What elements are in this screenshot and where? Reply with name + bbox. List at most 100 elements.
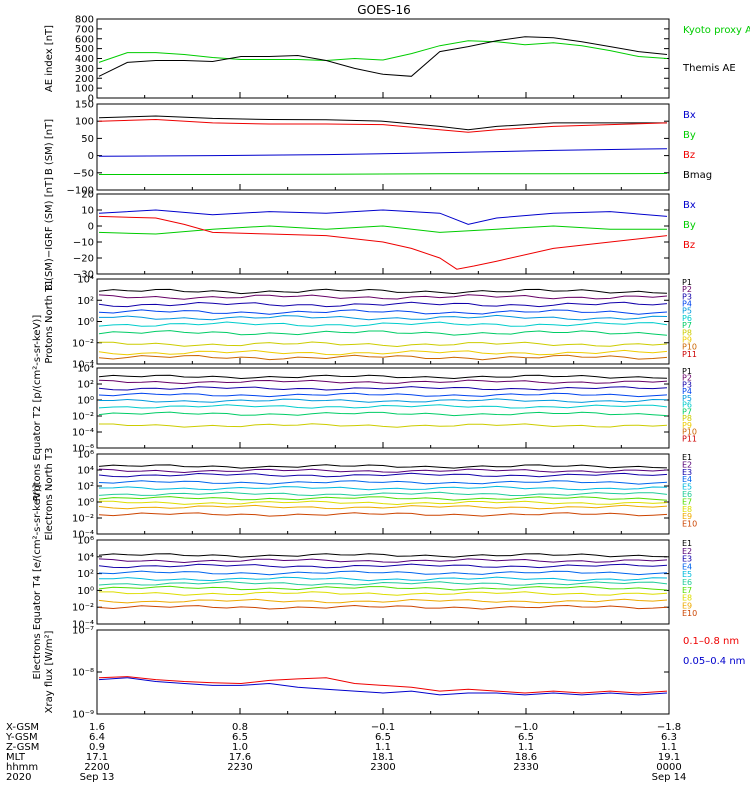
legend-entry: Kyoto proxy AE: [683, 25, 750, 36]
series-line: [98, 677, 668, 696]
y-axis-label: Protons Equator T2 [p/(cm²-s-sr-keV)]: [32, 315, 43, 502]
y-tick-label: 10⁻⁹: [72, 710, 94, 721]
y-tick-label: −30: [73, 270, 94, 281]
y-tick-label: −10: [73, 238, 94, 249]
y-tick-label: 10⁰: [77, 396, 94, 407]
y-axis-label: Xray flux [W/m²]: [44, 631, 55, 714]
legend: Bx By Bz Bmag: [683, 110, 712, 181]
channel-line: [98, 464, 668, 469]
legend-entry: E3: [682, 555, 692, 564]
legend-entry: E10: [682, 609, 697, 618]
legend-entry: E2: [682, 460, 692, 469]
y-tick-label: 10²: [77, 482, 94, 493]
legend-entry: Bx: [683, 200, 696, 211]
y-tick-label: 20: [81, 190, 94, 201]
legend-entry: P4: [682, 387, 692, 396]
legend-entry: P7: [682, 407, 692, 416]
channel-line: [98, 570, 668, 576]
y-tick-label: 700: [75, 24, 94, 35]
channel-line: [98, 500, 668, 506]
legend-entry: P3: [682, 380, 692, 389]
panel-frame: [96, 193, 670, 275]
orbit-value: −1.0: [514, 722, 538, 733]
y-tick-label: 300: [75, 64, 94, 75]
channel-line: [99, 576, 668, 582]
y-tick-label: 800: [75, 15, 94, 26]
orbit-footer: X-GSMY-GSMZ-GSMMLThhmm20201.66.40.917.12…: [5, 722, 686, 783]
channel-line: [99, 423, 668, 428]
panel-frame: [96, 18, 670, 99]
y-tick-label: 10⁰: [77, 498, 94, 509]
orbit-value: 19.1: [658, 752, 680, 763]
y-axis-label: B (SM)−IGRF (SM) [nT]: [44, 177, 55, 291]
legend-entry: P5: [682, 307, 692, 316]
legend-entry: 0.1–0.8 nm: [683, 636, 739, 647]
channel-line: [98, 288, 668, 295]
y-tick-label: 150: [75, 100, 94, 111]
orbit-value: 1.1: [661, 742, 677, 753]
y-tick-label: 10⁻²: [72, 338, 94, 349]
y-tick-label: 10: [81, 206, 94, 217]
orbit-value: 6.5: [232, 732, 248, 743]
legend-entry: P2: [682, 285, 692, 294]
y-tick-label: 10⁻⁴: [72, 428, 94, 439]
channel-line: [98, 392, 668, 398]
legend: 0.1–0.8 nm 0.05–0.4 nm: [683, 636, 745, 667]
channel-line: [98, 404, 668, 409]
legend-entry: E10: [682, 520, 697, 529]
legend-entry: P6: [682, 314, 692, 323]
legend-entry: E1: [682, 453, 692, 462]
legend-entry: E4: [682, 562, 692, 571]
y-tick-label: −20: [73, 254, 94, 265]
y-tick-label: 10⁶: [77, 450, 94, 461]
channel-line: [98, 374, 668, 380]
legend-entry: E9: [682, 601, 692, 610]
legend: Kyoto proxy AE Themis AE: [682, 25, 750, 74]
orbit-value: 1.0: [232, 742, 248, 753]
series-line: [98, 40, 668, 63]
y-tick-label: 10⁰: [77, 317, 94, 328]
orbit-value: 6.5: [518, 732, 534, 743]
y-tick-label: 10⁻⁷: [72, 626, 94, 637]
orbit-value: −0.1: [371, 722, 395, 733]
y-tick-label: −100: [67, 186, 94, 197]
y-tick-label: 10⁴: [77, 466, 94, 477]
legend-entry: P3: [682, 292, 692, 301]
y-tick-label: 10⁻²: [72, 514, 94, 525]
channel-line: [98, 468, 668, 474]
orbit-value: 2230: [227, 762, 252, 773]
y-axis-label: Electrons North T3: [44, 447, 55, 540]
y-tick-label: 0: [88, 94, 94, 105]
channel-line: [98, 349, 668, 356]
legend-entry: P5: [682, 394, 692, 403]
orbit-value: 2300: [370, 762, 395, 773]
y-tick-label: 10⁻²: [72, 412, 94, 423]
legend-entry: E3: [682, 468, 692, 477]
legend-entry: Bx: [683, 110, 696, 121]
y-tick-label: 10⁻⁴: [72, 530, 94, 541]
orbit-row-label: X-GSM: [6, 722, 39, 733]
y-tick-label: 10⁻⁴: [72, 360, 94, 371]
y-tick-label: 10²: [77, 296, 94, 307]
channel-line: [98, 354, 668, 361]
channel-line: [99, 591, 668, 596]
legend-entry: P7: [682, 321, 692, 330]
legend-entry: P11: [682, 350, 697, 359]
legend-entry: P9: [682, 335, 692, 344]
y-axis-label: AE index [nT]: [44, 25, 55, 92]
channel-line: [98, 386, 668, 391]
legend-entry: By: [683, 130, 696, 141]
orbit-value: 0000: [656, 762, 681, 773]
y-tick-label: 600: [75, 34, 94, 45]
y-tick-label: 100: [75, 117, 94, 128]
channel-line: [98, 585, 668, 591]
orbit-value: 1.1: [518, 742, 534, 753]
legend-entry: E6: [682, 578, 692, 587]
orbit-value: 1.1: [375, 742, 391, 753]
